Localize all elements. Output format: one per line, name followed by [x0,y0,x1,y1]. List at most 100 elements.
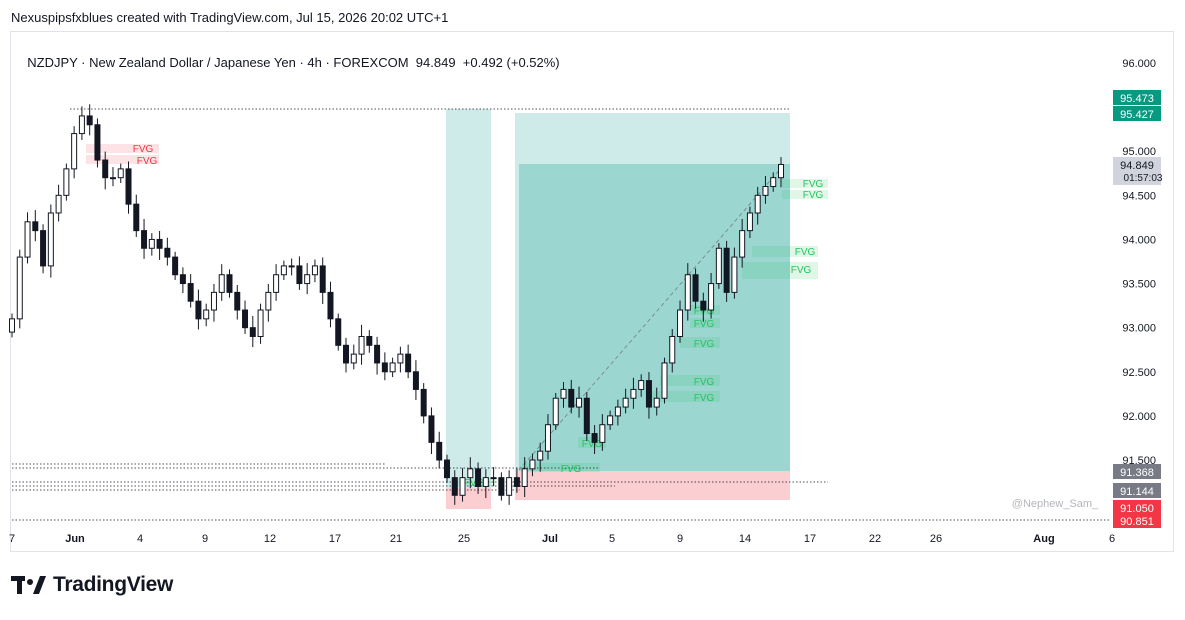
candle-body [288,265,295,268]
y-axis-tick-label: 96.000 [1122,58,1156,70]
fvg-label: FVG [694,393,715,404]
chart-frame [10,31,1174,552]
fvg-zone [455,478,495,486]
y-axis-tick-label: 92.000 [1122,411,1156,423]
candle-body [731,256,738,293]
candle-body [172,256,179,276]
projection-line [518,166,783,471]
candle-body [24,221,31,258]
x-axis-tick-label: 25 [458,533,470,545]
price-label-badge [1113,500,1161,515]
fvg-label: FVG [694,377,715,388]
fvg-zone [742,262,818,279]
legend-separator: · [321,55,334,70]
candle-body [537,450,544,461]
candle-body [739,230,746,258]
candle-body [661,362,668,399]
price-label-value: 95.473 [1120,93,1154,105]
candle-body [653,397,660,408]
candle-body [304,274,311,285]
x-axis-tick-label: 4 [137,533,143,545]
x-axis-tick-label: 5 [609,533,615,545]
candle-body [420,388,427,417]
fvg-zone [86,155,159,164]
candle-body [226,274,233,293]
fvg-label: FVG [694,306,715,317]
candle-body [203,309,210,320]
x-axis-tick-label: Jun [65,533,85,545]
x-axis-tick-label: 14 [739,533,751,545]
candle-body [55,194,62,214]
x-axis-tick-label: 21 [390,533,402,545]
fvg-label: FVG [464,478,485,489]
x-axis-tick-label: 9 [202,533,208,545]
candle-body [746,212,753,232]
fvg-label: FVG [137,156,158,167]
price-label-value: 91.368 [1120,467,1154,479]
candle-body [467,468,474,479]
y-axis-tick-label: 95.000 [1122,146,1156,158]
candle-body [47,212,54,267]
candle-body [583,397,590,435]
candle-body [40,230,47,267]
candle-body [513,477,520,487]
candle-body [102,159,109,179]
x-axis-tick-label: 12 [264,533,276,545]
candle-body [210,291,217,311]
candle-body [32,221,39,232]
chart-attribution: Nexuspipsfxblues created with TradingVie… [11,10,449,25]
candle-body [591,433,598,443]
tradingview-logo-icon [11,576,46,594]
candle-body [234,291,241,311]
candle-body [117,168,124,179]
candle-body [381,362,388,373]
candle-body [218,274,225,293]
candle-body [529,459,536,470]
legend-separator: · [77,55,90,70]
x-axis-tick-label: 22 [869,533,881,545]
fvg-zone [650,391,720,402]
symbol-legend[interactable]: NZDJPY · New Zealand Dollar / Japanese Y… [20,40,559,70]
fvg-label: FVG [694,319,715,330]
candle-body [412,371,419,390]
x-axis-tick-label: 26 [930,533,942,545]
fvg-zone [660,375,720,386]
candle-body [374,344,381,364]
fvg-zone [782,190,828,199]
x-axis-tick-label: Aug [1033,533,1054,545]
candle-body [436,441,443,461]
fvg-zone [690,318,720,328]
candle-body [133,203,140,232]
price-label-badge [1113,157,1161,185]
y-axis-tick-label: 92.500 [1122,367,1156,379]
candle-body [350,353,357,364]
price-label-badge [1113,90,1161,105]
y-axis-tick-label: 94.000 [1122,234,1156,246]
tradingview-logo[interactable]: TradingView [11,573,173,597]
fvg-label: FVG [795,247,816,258]
symbol-ticker: NZDJPY [27,55,78,70]
price-label-value: 95.427 [1120,109,1154,121]
candle-body [762,186,769,196]
candle-body [86,115,93,126]
x-axis-tick-label: Jul [542,533,558,545]
candle-body [490,477,497,480]
candle-body [335,318,342,346]
x-axis-tick-label: 7 [9,533,15,545]
long-position-target-zone [515,113,790,471]
candle-body [498,477,505,496]
x-axis-tick-label: 17 [329,533,341,545]
price-label-badge [1113,483,1161,498]
candle-body [506,477,513,496]
bar-countdown: 01:57:03 [1124,173,1163,184]
candle-body [280,265,287,276]
long-position-profit-zone [519,164,790,471]
candle-body [343,344,350,364]
candle-body [366,335,373,346]
legend-separator: · [295,55,308,70]
candle-body [148,238,155,249]
fvg-label: FVG [791,265,812,276]
candle-body [125,168,132,205]
x-axis-tick-label: 17 [804,533,816,545]
